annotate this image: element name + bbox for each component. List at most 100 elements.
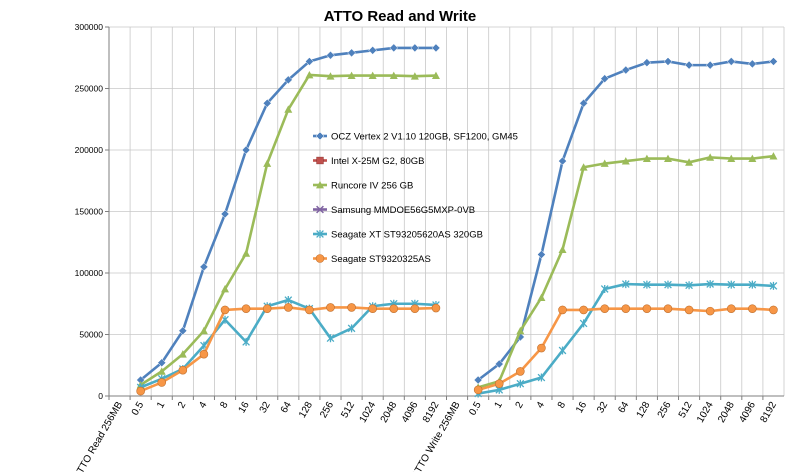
x-tick-label: 16 [574,400,589,416]
x-tick-label: 256 [656,400,674,420]
x-tick-label: 8 [218,400,231,411]
data-point [621,280,630,289]
legend-label: Seagate ST9320325AS [331,254,431,265]
data-point [516,367,525,376]
legend-label: Runcore IV 256 GB [331,181,413,192]
data-point [178,365,188,375]
data-point [537,293,546,301]
data-point [558,346,567,355]
data-point [389,304,399,313]
data-point [347,48,356,58]
data-point [684,60,694,70]
data-point [347,324,356,333]
data-point [494,379,504,389]
series-group [136,303,778,396]
x-tick-label: 8192 [758,400,779,425]
legend-label: Seagate XT ST93205620AS 320GB [331,230,483,241]
data-point [305,305,314,315]
x-tick-label: 256 [318,400,336,420]
data-point [305,70,314,79]
data-point [368,304,377,313]
x-tick-label: 32 [595,400,610,416]
x-tick-label: 2 [176,400,189,411]
data-point [558,305,567,315]
data-point [685,158,694,166]
x-tick-label: 2048 [379,400,400,425]
data-point [178,350,187,358]
data-point [642,304,652,313]
data-point [643,280,651,289]
data-point [316,205,324,214]
legend-label: Intel X-25M G2, 80GB [331,156,424,167]
data-point [431,43,441,53]
data-point [748,59,757,69]
data-point [220,305,230,315]
data-point [389,43,399,53]
data-point [769,281,778,290]
data-point [642,154,651,163]
data-point [241,304,251,313]
data-point [389,71,398,79]
data-point [537,373,546,382]
data-point [178,326,188,336]
data-point [621,157,630,165]
x-tick-label: 4096 [737,400,758,425]
data-point [664,280,672,289]
legend-entry: Seagate XT ST93205620AS 320GB [313,230,483,241]
data-point [706,153,715,161]
data-point [558,156,567,166]
data-point [199,326,208,335]
data-point [494,359,504,369]
data-point [600,284,609,293]
legend-entry: Intel X-25M G2, 80GB [313,156,424,167]
data-point [262,98,272,108]
x-tick-label: 512 [339,400,357,420]
data-point [326,334,335,343]
data-point [727,280,736,289]
data-point [241,145,251,155]
y-tick-label: 100000 [75,268,104,278]
data-point [579,163,588,171]
legend: OCZ Vertex 2 V1.10 120GB, SF1200, GM45 In… [313,132,518,265]
data-point [684,305,694,315]
data-point [685,281,693,290]
data-point [157,358,167,368]
data-point [199,349,209,359]
data-point [263,159,272,167]
data-point [558,245,567,254]
data-point [579,305,588,315]
x-tick-label: 4096 [400,400,421,425]
data-point [315,131,325,141]
data-point [663,154,672,163]
data-point [431,71,440,79]
data-point [242,249,251,257]
data-point [316,181,324,189]
data-point [663,304,673,313]
y-tick-label: 150000 [75,207,104,217]
data-point [326,50,335,60]
data-point [769,152,778,160]
data-point [748,304,757,313]
legend-entry: OCZ Vertex 2 V1.10 120GB, SF1200, GM45 [313,132,518,143]
data-point [316,230,324,238]
data-point [600,304,610,313]
data-point [579,319,588,328]
data-point [199,262,209,272]
x-tick-label: 4 [535,400,548,411]
data-point [347,71,356,79]
legend-entry: Runcore IV 256 GB [313,181,413,192]
legend-entry: Samsung MMDOE56G5MXP-0VB [313,205,475,216]
data-point [410,43,420,53]
series-group [136,43,778,385]
x-tick-label: 0.5 [467,400,484,418]
data-point [727,154,736,163]
data-point [705,60,715,70]
data-point [748,280,757,289]
data-point [326,303,335,312]
x-tick-label: 64 [279,400,294,416]
data-point [516,326,525,335]
data-point [305,57,314,66]
y-tick-label: 250000 [75,84,104,94]
x-tick-label: 8 [556,400,569,411]
